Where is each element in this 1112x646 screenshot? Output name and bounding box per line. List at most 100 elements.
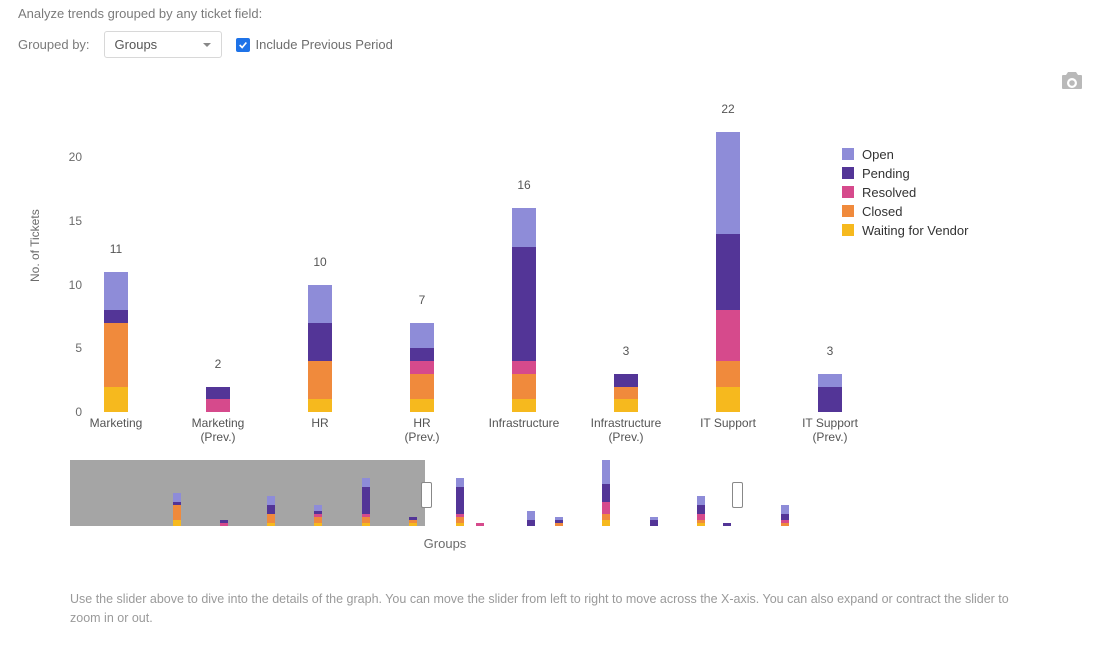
bar-segment-waiting [716, 387, 740, 412]
checkbox-checked-icon [236, 38, 250, 52]
legend-label: Pending [862, 166, 910, 181]
legend-label: Waiting for Vendor [862, 223, 968, 238]
bar-total-label: 10 [308, 255, 332, 269]
overview-bar [456, 478, 464, 526]
bar-total-label: 2 [206, 357, 230, 371]
bar-segment-open [104, 272, 128, 310]
overview-bar [527, 511, 535, 526]
legend-swatch [842, 224, 854, 236]
x-axis-label: Groups [70, 536, 820, 551]
bar-segment-closed [308, 361, 332, 399]
bar-total-label: 7 [410, 293, 434, 307]
bar-segment-waiting [104, 387, 128, 412]
bar-total-label: 3 [818, 344, 842, 358]
x-tick: Infrastructure(Prev.) [581, 416, 671, 445]
overview-bar [781, 505, 789, 526]
bar-segment-open [308, 285, 332, 323]
controls-row: Grouped by: Groups Include Previous Peri… [18, 31, 1094, 58]
legend-label: Closed [862, 204, 902, 219]
legend-item[interactable]: Pending [842, 164, 968, 182]
overview-slider[interactable] [70, 460, 820, 526]
bar-segment-closed [104, 323, 128, 387]
grouped-by-label: Grouped by: [18, 37, 90, 52]
bar-segment-pending [614, 374, 638, 387]
bar-segment-pending [206, 387, 230, 400]
bar[interactable] [206, 387, 230, 412]
legend-swatch [842, 205, 854, 217]
bar[interactable] [818, 374, 842, 412]
bar-segment-pending [716, 234, 740, 310]
bar-segment-waiting [308, 399, 332, 412]
legend-item[interactable]: Open [842, 145, 968, 163]
bar-total-label: 3 [614, 344, 638, 358]
legend-swatch [842, 148, 854, 160]
bar-segment-open [818, 374, 842, 387]
bar-segment-resolved [410, 361, 434, 374]
y-tick: 15 [58, 214, 82, 228]
overview-handle-right[interactable] [732, 482, 743, 508]
camera-icon [1060, 70, 1084, 90]
bar-segment-open [716, 132, 740, 234]
legend-label: Resolved [862, 185, 916, 200]
legend-item[interactable]: Closed [842, 202, 968, 220]
bar-segment-waiting [614, 399, 638, 412]
bar-total-label: 22 [716, 102, 740, 116]
bar-segment-resolved [512, 361, 536, 374]
bar-segment-pending [410, 348, 434, 361]
bar[interactable] [614, 374, 638, 412]
screenshot-button[interactable] [1060, 70, 1084, 93]
include-previous-checkbox[interactable]: Include Previous Period [236, 37, 393, 52]
bar-segment-closed [716, 361, 740, 386]
x-tick: IT Support [683, 416, 773, 430]
x-tick: Infrastructure [479, 416, 569, 430]
x-tick: HR(Prev.) [377, 416, 467, 445]
legend-item[interactable]: Waiting for Vendor [842, 221, 968, 239]
y-tick: 5 [58, 341, 82, 355]
overview-handle-left[interactable] [421, 482, 432, 508]
page-subtitle: Analyze trends grouped by any ticket fie… [18, 6, 1094, 21]
bar-segment-pending [512, 247, 536, 362]
overview-bar [602, 460, 610, 526]
grouped-by-value: Groups [115, 37, 158, 52]
y-axis-label: No. of Tickets [28, 209, 42, 282]
bar-segment-open [512, 208, 536, 246]
bar[interactable] [308, 285, 332, 412]
bar[interactable] [410, 323, 434, 412]
legend-label: Open [862, 147, 894, 162]
bar-total-label: 11 [104, 242, 128, 256]
bar-segment-pending [104, 310, 128, 323]
x-tick: Marketing [71, 416, 161, 430]
overview-bar [723, 523, 731, 526]
overview-bar [314, 505, 322, 526]
chart-plot: 0510152011Marketing2Marketing(Prev.)10HR… [88, 132, 838, 412]
x-tick: HR [275, 416, 365, 430]
bar-segment-closed [614, 387, 638, 400]
overview-bar [173, 493, 181, 526]
chart-legend: Open Pending Resolved Closed Waiting for Ven… [842, 144, 968, 240]
bar-segment-open [410, 323, 434, 348]
overview-bar [267, 496, 275, 526]
x-tick: Marketing(Prev.) [173, 416, 263, 445]
overview-bar [476, 523, 484, 526]
bar-segment-waiting [512, 399, 536, 412]
overview-bar [362, 478, 370, 526]
bar-total-label: 16 [512, 178, 536, 192]
grouped-by-select[interactable]: Groups [104, 31, 222, 58]
overview-bar [650, 517, 658, 526]
bar-segment-closed [512, 374, 536, 399]
bar[interactable] [512, 208, 536, 412]
bar-segment-waiting [410, 399, 434, 412]
overview-bar [409, 517, 417, 526]
bar[interactable] [716, 132, 740, 412]
bar-segment-pending [308, 323, 332, 361]
chevron-down-icon [203, 43, 211, 47]
overview-bar [697, 496, 705, 526]
bar-segment-closed [410, 374, 434, 399]
bar-segment-pending [818, 387, 842, 412]
legend-item[interactable]: Resolved [842, 183, 968, 201]
overview-selection[interactable] [70, 460, 425, 526]
bar[interactable] [104, 272, 128, 412]
help-text: Use the slider above to dive into the de… [70, 590, 1030, 628]
bar-segment-resolved [206, 399, 230, 412]
overview-bar [555, 517, 563, 526]
